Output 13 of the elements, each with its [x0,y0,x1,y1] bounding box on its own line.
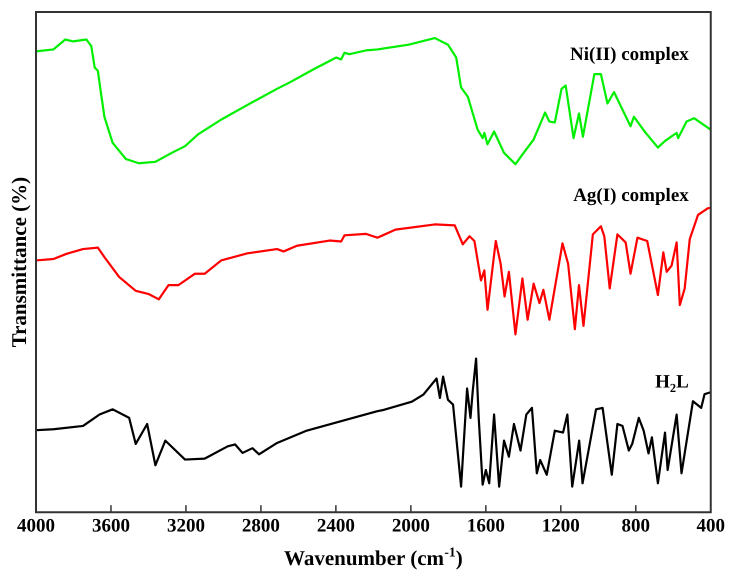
x-tick-label: 2800 [242,516,280,537]
x-tick-label: 1200 [542,516,580,537]
x-tick-label: 2000 [392,516,430,537]
y-axis-title: Transmittance (%) [7,176,31,348]
series-label: Ag(I) complex [573,184,690,206]
x-tick-label: 1600 [466,516,505,537]
x-tick-label: 3600 [92,516,130,537]
x-tick-label: 4000 [17,516,55,537]
x-tick-label: 2400 [316,516,355,537]
series-label: Ni(II) complex [570,44,690,66]
x-tick-label: 400 [696,516,725,537]
x-tick-label: 800 [622,516,650,537]
x-tick-label: 3200 [166,516,205,537]
